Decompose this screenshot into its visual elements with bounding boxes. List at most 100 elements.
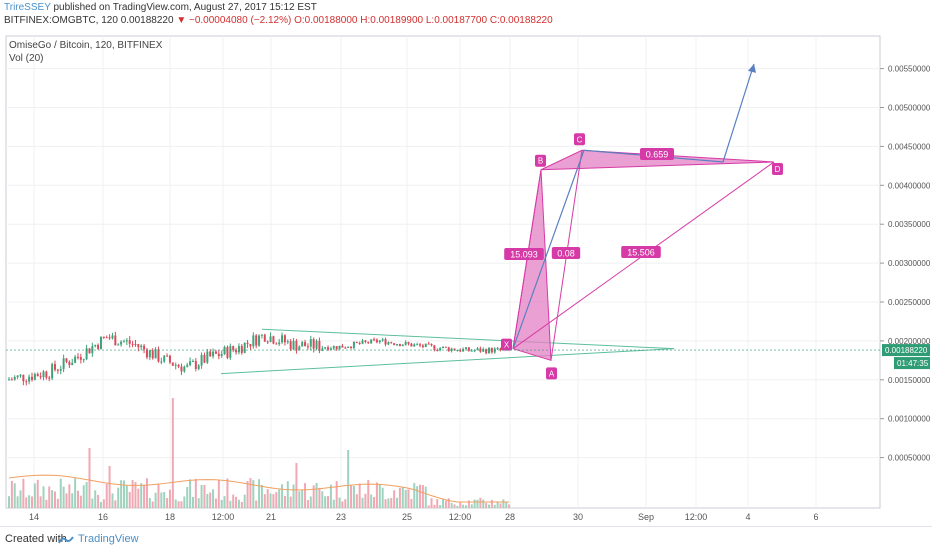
candle-body bbox=[174, 364, 177, 366]
volume-bar bbox=[407, 489, 410, 508]
candle-body bbox=[335, 346, 338, 350]
pattern-point-label: C bbox=[577, 135, 583, 144]
candle-body bbox=[485, 349, 488, 354]
pattern-point-label: B bbox=[538, 157, 543, 166]
price-tick-label: 0.00150000 bbox=[888, 376, 931, 385]
candle-body bbox=[117, 344, 120, 346]
volume-bar bbox=[88, 448, 91, 508]
volume-bar bbox=[416, 486, 419, 508]
pattern-ratio-badge bbox=[504, 248, 544, 260]
candle-body bbox=[255, 335, 258, 346]
candle-body bbox=[209, 351, 212, 357]
volume-bar bbox=[28, 495, 31, 508]
volume-bar bbox=[444, 500, 447, 508]
volume-bar bbox=[286, 481, 289, 508]
volume-bar bbox=[260, 485, 263, 508]
candle-body bbox=[108, 337, 111, 339]
volume-bar bbox=[197, 498, 200, 508]
symbol-price: BITFINEX:OMGBTC, 120 0.00188220 bbox=[4, 15, 174, 26]
volume-bar bbox=[122, 480, 125, 508]
candle-body bbox=[177, 364, 180, 367]
candle-body bbox=[217, 353, 220, 356]
volume-bar bbox=[502, 499, 505, 508]
candle-body bbox=[249, 344, 252, 347]
candle-body bbox=[214, 351, 217, 354]
price-tick-label: 0.00200000 bbox=[888, 337, 931, 346]
pattern-point-label: A bbox=[549, 369, 555, 378]
author-name[interactable]: TrireSSEY bbox=[4, 2, 51, 13]
volume-bar bbox=[91, 498, 94, 508]
volume-bar bbox=[252, 480, 255, 508]
candle-body bbox=[33, 373, 36, 380]
volume-bar bbox=[217, 479, 220, 508]
candle-body bbox=[229, 346, 232, 358]
volume-bar bbox=[22, 478, 25, 508]
candle-body bbox=[410, 343, 413, 347]
candle-body bbox=[168, 355, 171, 363]
time-tick-label: 23 bbox=[336, 512, 346, 522]
candle-body bbox=[364, 340, 367, 342]
candle-body bbox=[370, 339, 373, 344]
candle-body bbox=[246, 342, 249, 345]
volume-bar bbox=[189, 479, 192, 508]
tradingview-logo-icon[interactable] bbox=[58, 533, 74, 551]
volume-bar bbox=[361, 497, 364, 508]
candle-body bbox=[329, 348, 332, 350]
candle-body bbox=[114, 335, 117, 346]
candle-body bbox=[424, 343, 427, 347]
volume-bar bbox=[203, 484, 206, 508]
candle-body bbox=[13, 376, 16, 380]
volume-bar bbox=[341, 501, 344, 508]
volume-bar bbox=[364, 493, 367, 508]
price-tick-label: 0.00500000 bbox=[888, 104, 931, 113]
candle-body bbox=[226, 346, 229, 358]
time-tick-label: 28 bbox=[505, 512, 515, 522]
volume-bar bbox=[398, 487, 401, 508]
volume-label: Vol (20) bbox=[9, 53, 43, 64]
candle-body bbox=[243, 342, 246, 353]
candle-body bbox=[48, 377, 51, 379]
volume-bar bbox=[194, 478, 197, 508]
volume-bar bbox=[473, 499, 476, 508]
candle-body bbox=[212, 351, 215, 357]
volume-bar bbox=[258, 479, 261, 508]
time-tick-label: 6 bbox=[813, 512, 818, 522]
volume-bar bbox=[240, 501, 243, 508]
candle-body bbox=[143, 345, 146, 350]
candle-body bbox=[166, 355, 169, 357]
volume-bar bbox=[442, 499, 445, 508]
volume-bar bbox=[329, 484, 332, 508]
volume-bar bbox=[505, 502, 508, 508]
candle-body bbox=[442, 346, 445, 349]
volume-bar bbox=[42, 486, 45, 508]
candle-body bbox=[341, 345, 344, 348]
volume-bar bbox=[456, 505, 459, 508]
candle-body bbox=[350, 346, 353, 348]
volume-bar bbox=[467, 500, 470, 508]
chart-grid bbox=[5, 35, 881, 509]
volume-bar bbox=[235, 496, 238, 508]
candle-body bbox=[223, 346, 226, 355]
candle-body bbox=[140, 345, 143, 348]
volume-bar bbox=[275, 492, 278, 508]
volume-bar bbox=[266, 489, 269, 508]
footer: Created with TradingView bbox=[0, 526, 932, 551]
volume-bar bbox=[74, 478, 77, 508]
candle-body bbox=[62, 358, 65, 370]
candle-body bbox=[160, 361, 163, 363]
candle-body bbox=[393, 343, 396, 345]
volume-bar bbox=[283, 495, 286, 508]
volume-bar bbox=[16, 496, 19, 508]
volume-bar bbox=[373, 496, 376, 508]
volume-bar bbox=[355, 494, 358, 508]
candle-body bbox=[324, 347, 327, 349]
volume-bar bbox=[269, 493, 272, 508]
tradingview-brand[interactable]: TradingView bbox=[78, 533, 139, 545]
candle-body bbox=[301, 342, 304, 347]
candle-body bbox=[281, 335, 284, 343]
volume-bar bbox=[99, 501, 102, 508]
volume-bar bbox=[33, 483, 36, 508]
volume-bar bbox=[410, 499, 413, 508]
candle-body bbox=[154, 349, 157, 359]
